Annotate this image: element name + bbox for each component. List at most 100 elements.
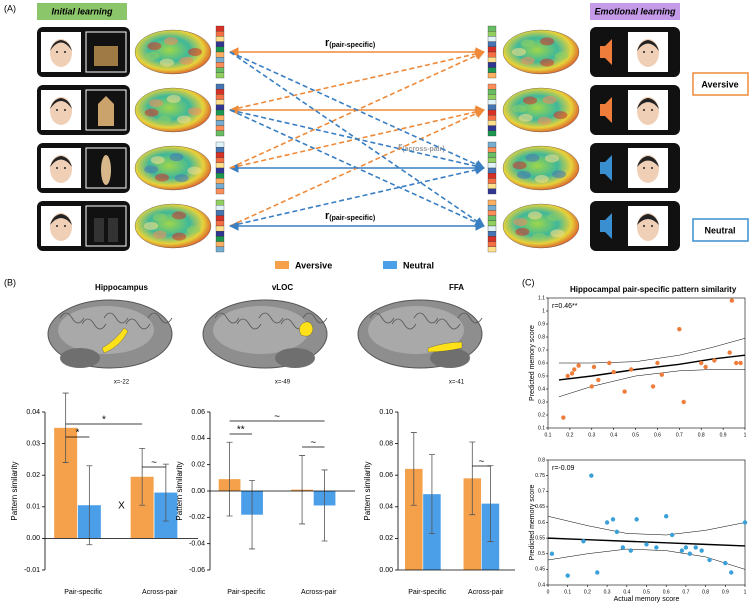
y-tick-label: -0.04 bbox=[189, 541, 205, 548]
x-tick-label: 0.7 bbox=[676, 432, 683, 438]
pattern-cell bbox=[215, 152, 225, 158]
brain-blob bbox=[187, 166, 202, 175]
face bbox=[50, 155, 72, 183]
pattern-cell bbox=[215, 51, 225, 58]
point bbox=[634, 517, 639, 522]
x-tick-label: 0.5 bbox=[632, 432, 639, 438]
eye bbox=[56, 109, 58, 111]
pattern-cell bbox=[487, 104, 497, 111]
pattern-cell bbox=[487, 188, 497, 195]
brain-blob bbox=[145, 51, 160, 60]
error-bar bbox=[321, 469, 328, 542]
plot-frame bbox=[547, 459, 746, 586]
ci-line bbox=[558, 338, 746, 364]
pattern-cell bbox=[215, 46, 225, 53]
y-tick-label: 0.3 bbox=[538, 399, 545, 405]
point bbox=[549, 551, 555, 556]
pattern-cell bbox=[215, 25, 225, 32]
similarity-arrow bbox=[229, 49, 485, 111]
point bbox=[729, 570, 734, 575]
eye bbox=[64, 167, 66, 169]
pattern-cell bbox=[215, 241, 225, 247]
y-tick-label: 0.45 bbox=[535, 567, 545, 573]
speaker bbox=[600, 97, 612, 123]
point bbox=[738, 360, 743, 366]
y-tick-label: 0.02 bbox=[379, 535, 393, 542]
brain-blob bbox=[518, 113, 533, 122]
brain-blob bbox=[144, 165, 159, 174]
y-tick-label: 0.4 bbox=[538, 386, 545, 392]
r-symbol: r bbox=[325, 37, 330, 49]
r-subscript: (across-pair) bbox=[402, 146, 444, 153]
header-box bbox=[37, 3, 127, 20]
pattern-cell bbox=[215, 246, 225, 253]
x-axis-label: Actual memory score bbox=[614, 596, 680, 603]
pattern-cell bbox=[215, 115, 225, 121]
eye bbox=[643, 225, 645, 227]
point bbox=[655, 360, 660, 366]
eye bbox=[651, 109, 653, 111]
pattern-cell bbox=[487, 36, 497, 42]
pattern-cell bbox=[487, 231, 497, 237]
pattern-cell bbox=[215, 89, 225, 95]
brain-blob bbox=[547, 213, 562, 222]
point bbox=[699, 548, 704, 553]
y-tick-label: -0.02 bbox=[189, 514, 205, 521]
brain-blob bbox=[545, 154, 559, 163]
point bbox=[664, 514, 669, 519]
eye bbox=[651, 225, 653, 227]
y-axis-label: Predicted memory score bbox=[529, 484, 536, 560]
y-tick-label: 0.75 bbox=[535, 473, 545, 479]
brain-blob bbox=[554, 51, 569, 60]
y-tick-label: 0.7 bbox=[538, 347, 545, 353]
y-tick-label: 0.5 bbox=[538, 373, 545, 379]
pattern-cell bbox=[487, 215, 497, 221]
hair bbox=[637, 156, 659, 167]
x-tick-label: 0.3 bbox=[604, 589, 611, 595]
brain-blob bbox=[169, 153, 184, 162]
brain-blob bbox=[534, 174, 549, 183]
brain-blob bbox=[177, 115, 191, 124]
pattern-cell bbox=[215, 67, 225, 73]
pattern-cell bbox=[487, 241, 497, 247]
brain-blob bbox=[525, 153, 540, 162]
fit-line bbox=[558, 354, 746, 381]
x-tick-label: 1 bbox=[744, 589, 747, 595]
correlation-label: r=0.46** bbox=[552, 303, 578, 310]
x-tick-label: 0.4 bbox=[623, 589, 630, 595]
y-tick-label: 0.6 bbox=[538, 520, 545, 526]
x-tick-label: 0 bbox=[547, 589, 550, 595]
r-label: r(pair-specific) bbox=[325, 210, 375, 222]
point bbox=[659, 372, 665, 377]
brain-blob bbox=[174, 174, 189, 183]
point bbox=[677, 327, 682, 332]
panel-label: (B) bbox=[4, 277, 16, 287]
brain bbox=[134, 87, 212, 133]
y-tick-label: 1 bbox=[542, 308, 545, 314]
brain-blob bbox=[164, 37, 179, 46]
eye bbox=[643, 167, 645, 169]
pattern-cell bbox=[215, 62, 225, 68]
point bbox=[581, 539, 586, 544]
brain-blob bbox=[540, 58, 555, 67]
pattern-cell bbox=[215, 183, 225, 189]
slice-label: x=-49 bbox=[275, 380, 291, 386]
pattern-cell bbox=[487, 41, 497, 47]
x-tick-label: 0.7 bbox=[682, 589, 689, 595]
gyrus bbox=[302, 312, 328, 324]
pattern-cell bbox=[215, 130, 225, 137]
point bbox=[707, 557, 712, 563]
pattern-cell bbox=[215, 120, 225, 126]
ci-line bbox=[547, 516, 746, 536]
brain-slice-inner bbox=[213, 306, 309, 354]
header: Emotional learning bbox=[594, 6, 676, 16]
bar bbox=[54, 427, 78, 539]
hair bbox=[50, 156, 72, 167]
brain-blob bbox=[512, 104, 527, 113]
brain-blob bbox=[166, 95, 181, 104]
brain-blob bbox=[512, 48, 526, 56]
x-tick-label: Pair-specific bbox=[227, 589, 266, 596]
x-tick-label: 0.1 bbox=[564, 589, 571, 595]
x-tick-label: 0.8 bbox=[698, 432, 705, 438]
